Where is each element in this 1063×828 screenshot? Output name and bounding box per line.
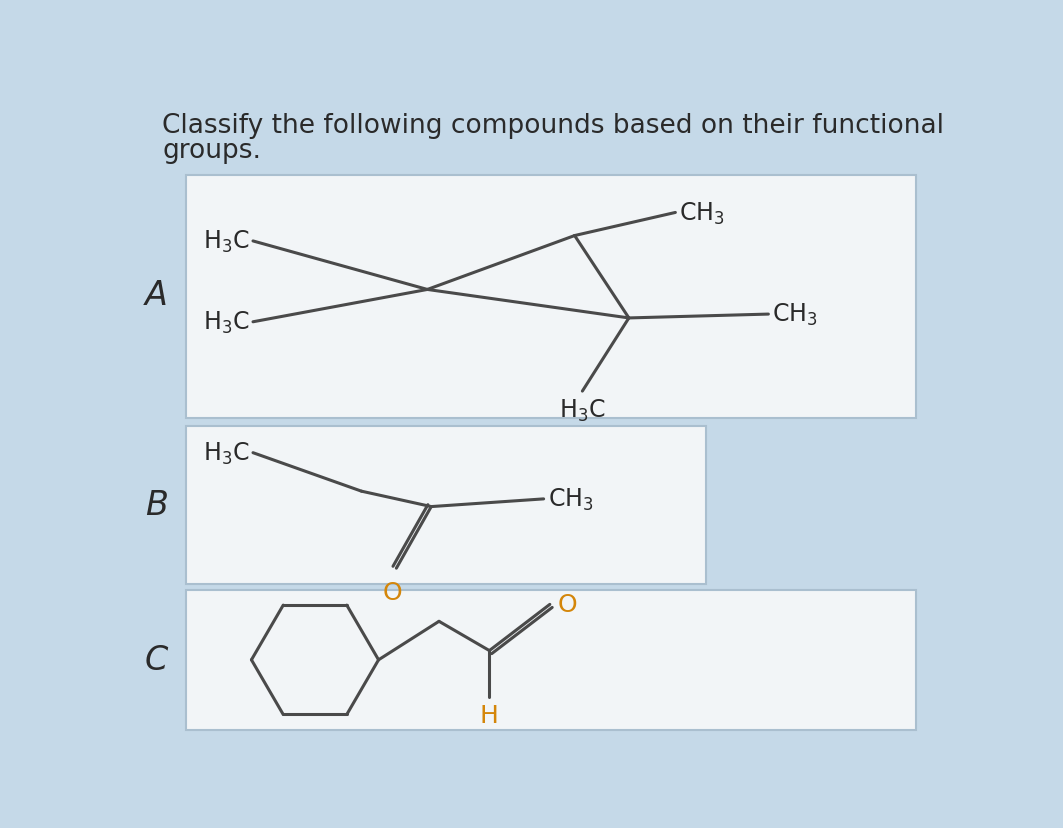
Text: H$_3$C: H$_3$C [559, 397, 606, 424]
Text: C: C [145, 643, 168, 676]
Text: CH$_3$: CH$_3$ [547, 486, 593, 513]
Bar [186, 426, 707, 584]
Text: B: B [145, 489, 168, 521]
Text: H$_3$C: H$_3$C [203, 229, 249, 255]
Text: groups.: groups. [163, 137, 261, 164]
Text: H$_3$C: H$_3$C [203, 440, 249, 466]
Text: A: A [145, 279, 168, 312]
Text: O: O [383, 580, 402, 604]
Text: O: O [558, 593, 577, 617]
Text: H: H [479, 703, 499, 727]
Bar [186, 176, 915, 418]
Bar [186, 590, 915, 730]
Text: CH$_3$: CH$_3$ [679, 200, 725, 226]
Text: CH$_3$: CH$_3$ [772, 301, 817, 328]
Text: H$_3$C: H$_3$C [203, 310, 249, 335]
Text: Classify the following compounds based on their functional: Classify the following compounds based o… [163, 113, 944, 139]
